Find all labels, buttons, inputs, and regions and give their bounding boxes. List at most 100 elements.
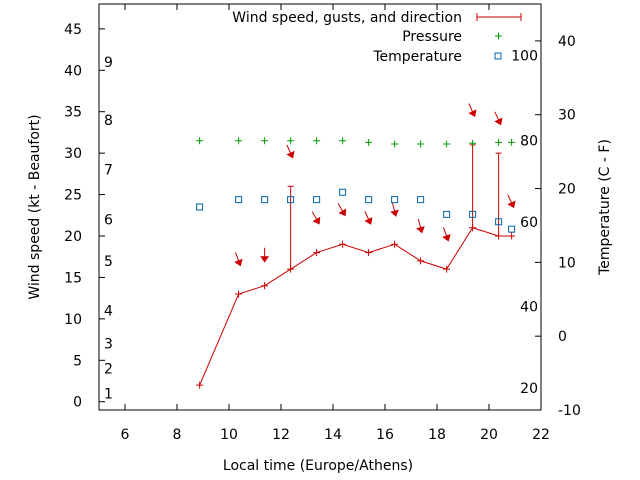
- pressure-series: [196, 137, 516, 148]
- wind-direction-arrow: [442, 227, 451, 242]
- y-axis-ticks: 0 5 10 15 20 25 30 35 40 45: [64, 22, 105, 411]
- x-tick-label: 18: [428, 427, 446, 443]
- wind-direction-arrow: [364, 211, 373, 225]
- pressure-point: [261, 137, 269, 145]
- wind-direction-arrow: [234, 252, 243, 267]
- pressure-point: [313, 137, 321, 145]
- fahrenheit-label: 80: [520, 134, 538, 150]
- temperature-point: [235, 196, 243, 204]
- pressure-point: [196, 137, 204, 145]
- fahrenheit-label: 40: [520, 300, 538, 316]
- wind-direction-arrow: [507, 194, 516, 209]
- wind-direction-arrow: [390, 202, 399, 217]
- fahrenheit-label: 60: [520, 215, 538, 231]
- wind-point: [391, 240, 399, 248]
- legend-swatch-temperature: [494, 52, 502, 60]
- temperature-point: [365, 196, 373, 204]
- wind-line: [199, 227, 512, 386]
- y2-tick-label: 20: [558, 182, 576, 198]
- pressure-point: [235, 137, 243, 145]
- beaufort-label: 5: [104, 254, 113, 270]
- temperature-point: [391, 196, 399, 204]
- beaufort-label: 8: [104, 113, 113, 129]
- wind-direction-arrow: [468, 103, 477, 118]
- legend: Wind speed, gusts, and direction Pressur…: [232, 10, 522, 65]
- beaufort-labels: 1 2 3 4 5 6 7 8 9: [104, 55, 113, 402]
- x-tick-label: 8: [173, 427, 182, 443]
- plot-frame: [98, 3, 542, 411]
- temperature-point: [417, 196, 425, 204]
- wind-point: [287, 265, 295, 273]
- legend-label-temperature: Temperature: [372, 49, 462, 65]
- y2-tick-label: -10: [558, 403, 581, 419]
- x-axis-label: Local time (Europe/Athens): [223, 458, 413, 474]
- temperature-point: [469, 210, 477, 218]
- wind-series: [196, 224, 516, 389]
- wind-point: [508, 232, 516, 240]
- wind-direction-arrow: [260, 247, 270, 263]
- gust-bars: [287, 144, 502, 270]
- temperature-series: [196, 188, 516, 233]
- pressure-point: [508, 138, 516, 146]
- beaufort-label: 6: [104, 212, 113, 228]
- wind-point: [339, 240, 347, 248]
- wind-point: [196, 381, 204, 389]
- temperature-point: [313, 196, 321, 204]
- wind-point: [365, 249, 373, 257]
- temperature-point: [508, 225, 516, 233]
- y-tick-label: 0: [73, 395, 82, 411]
- x-axis-ticks: 6 8 10 12 14 16 18 20 22: [121, 4, 550, 443]
- y-tick-label: 45: [64, 22, 82, 38]
- beaufort-label: 2: [104, 362, 113, 378]
- pressure-point: [365, 138, 373, 146]
- x-tick-label: 20: [480, 427, 498, 443]
- x-tick-label: 12: [272, 427, 290, 443]
- y-tick-label: 40: [64, 63, 82, 79]
- y2-tick-label: 40: [558, 34, 576, 50]
- x-tick-label: 16: [376, 427, 394, 443]
- wind-direction-arrow: [286, 144, 295, 159]
- wind-point: [235, 290, 243, 298]
- x-tick-label: 10: [220, 427, 238, 443]
- temperature-point: [339, 188, 347, 196]
- temperature-point: [287, 196, 295, 204]
- pressure-point: [417, 140, 425, 148]
- legend-label-wind: Wind speed, gusts, and direction: [232, 10, 462, 26]
- beaufort-label: 9: [104, 55, 113, 71]
- y-tick-label: 30: [64, 146, 82, 162]
- temperature-point: [196, 203, 204, 211]
- y-axis-label: Wind speed (kt - Beaufort): [27, 114, 43, 299]
- pressure-point: [287, 137, 295, 145]
- wind-direction-arrow: [337, 203, 347, 217]
- wind-direction-arrow: [311, 211, 321, 225]
- y2-axis-ticks: -10 0 10 20 30 40: [535, 34, 581, 419]
- beaufort-label: 7: [104, 163, 113, 179]
- y2-axis-label: Temperature (C - F): [597, 139, 613, 276]
- temperature-point: [443, 210, 451, 218]
- y-tick-label: 10: [64, 312, 82, 328]
- legend-label-pressure: Pressure: [402, 29, 462, 45]
- beaufort-label: 1: [104, 386, 113, 402]
- temperature-point: [495, 218, 503, 226]
- legend-swatch-pressure: [495, 32, 502, 40]
- fahrenheit-label: 20: [520, 381, 538, 397]
- pressure-point: [339, 137, 347, 145]
- y-tick-label: 5: [73, 353, 82, 369]
- y2-tick-label: 0: [558, 329, 567, 345]
- wind-point: [417, 257, 425, 265]
- y-tick-label: 35: [64, 105, 82, 121]
- wind-point: [469, 224, 477, 232]
- wind-point: [261, 282, 269, 290]
- wind-direction-arrows: [234, 103, 516, 267]
- wind-point: [313, 249, 321, 257]
- wind-point: [443, 265, 451, 273]
- y-tick-label: 20: [64, 229, 82, 245]
- x-tick-label: 14: [324, 427, 342, 443]
- wind-direction-arrow: [416, 218, 425, 234]
- fahrenheit-label: 100: [511, 49, 538, 65]
- pressure-point: [443, 140, 451, 148]
- pressure-point: [391, 140, 399, 148]
- y2-tick-label: 30: [558, 108, 576, 124]
- pressure-point: [495, 138, 503, 146]
